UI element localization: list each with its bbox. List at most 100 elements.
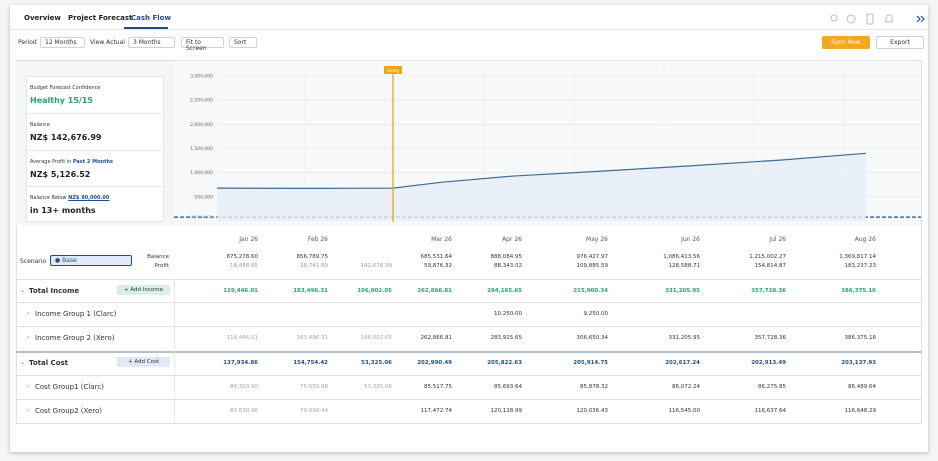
cell-value: 117,472.74 xyxy=(420,408,453,414)
row-label: Total Cost xyxy=(29,359,69,367)
summary-label: Budget Forecast Confidence xyxy=(30,85,101,91)
balance-value: 976,427.97 xyxy=(576,254,609,260)
summary-label: Balance xyxy=(30,122,50,128)
button[interactable]: Fit to Screen xyxy=(181,37,224,52)
cell-value: 85,878.32 xyxy=(580,384,608,390)
balance-value: 1,086,413.56 xyxy=(663,254,700,260)
col-divider xyxy=(174,279,175,303)
scenario-dropdown[interactable]: ● Base xyxy=(50,255,132,266)
cell-value: 116,545.00 xyxy=(668,408,701,414)
label: Scenario xyxy=(20,258,47,265)
row-toggle[interactable]: › xyxy=(27,310,30,317)
cell-value: 306,650.34 xyxy=(576,335,609,341)
header-icons xyxy=(830,13,925,25)
row-label: Profit xyxy=(154,263,169,269)
row-toggle[interactable]: ⌄ xyxy=(20,287,26,294)
dropdown[interactable]: 12 Months xyxy=(40,37,85,48)
cell-value: 154,754.42 xyxy=(293,360,328,366)
profit-value: 183,237.23 xyxy=(844,263,877,269)
summary-value: NZ$ 5,126.52 xyxy=(30,170,91,179)
button-text: Sort xyxy=(234,39,247,46)
row-label: Income Group 2 (Xero) xyxy=(35,334,115,342)
line xyxy=(216,152,867,189)
cell-value: 386,375.16 xyxy=(844,335,877,341)
cell-value: 120,036.43 xyxy=(576,408,609,414)
row-toggle[interactable]: › xyxy=(27,383,30,390)
label-text: Average Profit in xyxy=(30,159,72,165)
row-toggle[interactable]: ⌄ xyxy=(20,359,26,366)
balance-value: 856,789.75 xyxy=(296,254,329,260)
summary-label: Balance Below NZ$ 80,000.00 xyxy=(30,195,160,201)
cell-value: 262,866.81 xyxy=(417,288,452,294)
add-button[interactable]: + Add Income xyxy=(117,285,170,295)
summary-item: Budget Forecast Confidence Healthy 15/15 xyxy=(26,77,164,114)
summary-item: Balance Below NZ$ 80,000.00 in 13+ months xyxy=(26,187,164,221)
cell-value: 196,002.05 xyxy=(360,335,393,341)
button-text: Fit to Screen xyxy=(186,39,207,52)
row-label: Cost Group1 (Clarc) xyxy=(35,383,104,391)
x-tick-label: Jun 26 xyxy=(680,236,700,243)
label-link[interactable]: NZ$ 80,000.00 xyxy=(68,195,110,201)
cell-value: 86,072.24 xyxy=(672,384,700,390)
cell-value: 86,489.64 xyxy=(848,384,876,390)
y-tick-label: 2,500,000 xyxy=(190,98,213,104)
row-label: Income Group 1 (Clarc) xyxy=(35,310,117,318)
cell-value: 86,275.85 xyxy=(758,384,786,390)
tab[interactable]: Overview xyxy=(24,14,61,22)
tab-active[interactable]: Cash Flow xyxy=(131,14,171,22)
cell-value: 83,630.96 xyxy=(230,408,258,414)
profit-value: 59,876.32 xyxy=(424,263,452,269)
cell-value: 262,866.81 xyxy=(420,335,453,341)
dropdown-value: 3 Months xyxy=(133,39,161,46)
row-toggle[interactable]: › xyxy=(27,407,30,414)
col-divider xyxy=(174,399,175,423)
cell-value: 386,375.16 xyxy=(841,288,876,294)
balance-value: 685,531.64 xyxy=(420,254,453,260)
label-link[interactable]: Past 2 Months xyxy=(72,159,114,165)
cell-value: 183,496.31 xyxy=(293,288,328,294)
cell-value: 196,002.05 xyxy=(357,288,392,294)
row-border xyxy=(16,302,922,303)
cell-value: 215,900.34 xyxy=(573,288,608,294)
row-border xyxy=(16,279,922,280)
tab[interactable]: Project Forecast xyxy=(68,14,133,22)
col-divider xyxy=(174,375,175,399)
summary-value: in 13+ months xyxy=(30,206,96,215)
tab-underline xyxy=(124,27,168,29)
dropdown[interactable]: 3 Months xyxy=(128,37,175,48)
cell-value: 283,915.65 xyxy=(490,335,523,341)
cell-value: 116,648.29 xyxy=(844,408,877,414)
balance-value: 875,278.60 xyxy=(226,254,259,260)
row-toggle[interactable]: › xyxy=(27,334,30,341)
balance-value: 888,084.95 xyxy=(490,254,523,260)
x-tick-label: Aug 26 xyxy=(855,236,876,243)
button[interactable]: Sort xyxy=(229,37,257,48)
cell-value: 85,693.64 xyxy=(494,384,522,390)
sync-button[interactable]: Sync Now xyxy=(822,36,870,49)
line-area xyxy=(217,153,866,221)
row-border xyxy=(16,351,922,353)
x-tick-label: Feb 26 xyxy=(308,236,328,243)
y-tick-label: 1,500,000 xyxy=(190,146,213,152)
add-button[interactable]: + Add Cost xyxy=(117,357,170,367)
export-button[interactable]: Export xyxy=(876,36,924,49)
x-tick-label: Jan 26 xyxy=(238,236,258,243)
row-border xyxy=(16,326,922,327)
summary-item: Average Profit in Past 2 Months NZ$ 5,126… xyxy=(26,151,164,187)
row-border xyxy=(16,375,922,376)
cell-value: 294,165.65 xyxy=(487,288,522,294)
dropdown-value: 12 Months xyxy=(45,39,77,46)
divider xyxy=(10,29,928,30)
summary-item: Balance NZ$ 142,676.99 xyxy=(26,114,164,151)
x-tick-label: Mar 26 xyxy=(431,236,452,243)
row-border xyxy=(16,399,922,400)
cell-value: 202,913.49 xyxy=(751,360,786,366)
cell-value: 10,250.00 xyxy=(494,311,522,317)
cell-value: 357,728.36 xyxy=(751,288,786,294)
row-label: Total Income xyxy=(29,287,80,295)
cell-value: 79,098.44 xyxy=(300,408,328,414)
y-tick-label: 500,000 xyxy=(194,194,213,200)
profit-value: 128,588.71 xyxy=(668,263,701,269)
